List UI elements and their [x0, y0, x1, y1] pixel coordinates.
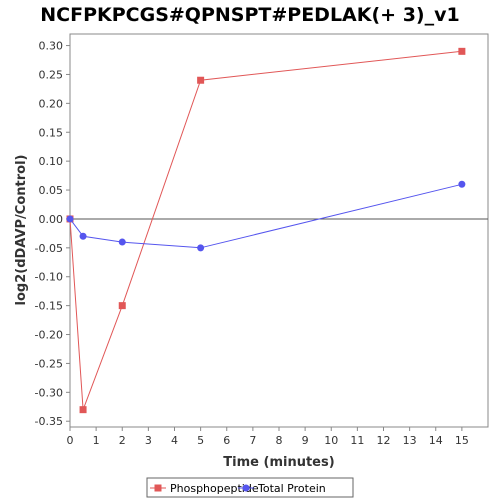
legend-label: Phosphopeptide — [170, 482, 259, 495]
x-tick-label: 15 — [455, 434, 469, 447]
y-tick-label: -0.30 — [35, 386, 63, 399]
legend-marker-circle — [242, 484, 250, 492]
x-tick-label: 12 — [377, 434, 391, 447]
y-tick-label: -0.25 — [35, 357, 63, 370]
series-group — [66, 47, 466, 414]
chart-title: NCFPKPCGS#QPNSPT#PEDLAK(+ 3)_v1 — [40, 4, 459, 26]
x-tick-label: 10 — [324, 434, 338, 447]
y-tick-label: 0.05 — [39, 184, 64, 197]
y-tick-label: -0.10 — [35, 271, 63, 284]
y-tick-label: -0.20 — [35, 329, 63, 342]
y-tick-label: 0.20 — [39, 97, 64, 110]
x-axis-label: Time (minutes) — [223, 455, 334, 470]
x-tick-label: 0 — [67, 434, 74, 447]
legend: Phosphopeptide Total Protein — [146, 477, 354, 498]
x-tick-label: 8 — [276, 434, 283, 447]
y-tick-label: -0.05 — [35, 242, 63, 255]
data-point-square — [458, 47, 466, 55]
legend-items: Phosphopeptide Total Protein — [150, 482, 326, 495]
x-tick-label: 5 — [197, 434, 204, 447]
x-tick-label: 7 — [249, 434, 256, 447]
x-tick-label: 4 — [171, 434, 178, 447]
legend-label: Total Protein — [257, 482, 326, 495]
data-point-circle — [118, 238, 126, 246]
y-tick-label: -0.35 — [35, 415, 63, 428]
data-point-square — [79, 406, 87, 414]
data-point-circle — [458, 180, 466, 188]
y-tick-label: -0.15 — [35, 300, 63, 313]
y-tick-label: 0.25 — [39, 68, 64, 81]
x-axis: 0 1 2 3 4 5 6 7 8 9 10 11 12 13 14 15 — [67, 427, 469, 447]
y-axis: -0.35 -0.30 -0.25 -0.20 -0.15 -0.10 -0.05 0.00 0… — [35, 40, 70, 428]
legend-marker-square — [154, 484, 162, 492]
data-point-square — [197, 76, 205, 84]
x-tick-label: 1 — [93, 434, 100, 447]
x-tick-label: 2 — [119, 434, 126, 447]
y-tick-label: 0.15 — [39, 126, 64, 139]
y-tick-label: 0.10 — [39, 155, 64, 168]
x-tick-label: 13 — [403, 434, 417, 447]
data-point-square — [118, 302, 126, 310]
x-tick-label: 9 — [302, 434, 309, 447]
y-tick-label: 0.00 — [39, 213, 64, 226]
y-tick-label: 0.30 — [39, 40, 64, 53]
data-point-circle — [197, 244, 205, 252]
data-point-circle — [66, 215, 74, 223]
x-tick-label: 11 — [350, 434, 364, 447]
data-point-circle — [79, 232, 87, 240]
y-axis-label: log2(dDAVP/Control) — [14, 155, 29, 306]
x-tick-label: 6 — [223, 434, 230, 447]
x-tick-label: 14 — [429, 434, 443, 447]
x-tick-label: 3 — [145, 434, 152, 447]
plot-area — [69, 33, 489, 428]
